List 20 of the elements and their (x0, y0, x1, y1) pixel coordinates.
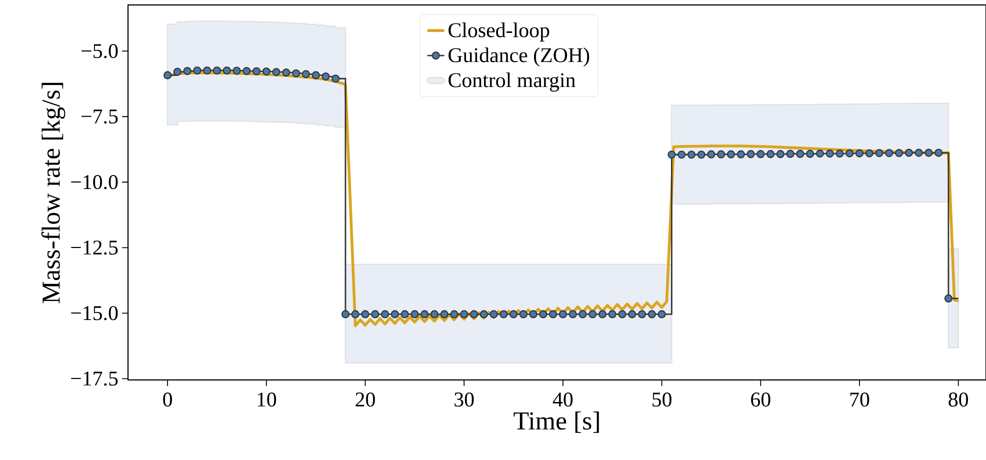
x-tick-label: 60 (751, 392, 770, 407)
legend-label: Guidance (ZOH) (448, 48, 590, 67)
x-tick-label: 70 (850, 392, 870, 407)
y-tick-label: −10.0 (71, 175, 118, 190)
x-tick-label: 80 (948, 392, 968, 407)
legend-label: Closed-loop (448, 22, 550, 42)
y-tick-label: −15.0 (71, 306, 118, 320)
y-tick-label: −7.5 (82, 110, 118, 124)
x-tick-label: 10 (258, 392, 276, 407)
annotation: Control margin (448, 72, 576, 92)
x-tick-label: 20 (356, 392, 375, 407)
x-tick-label: 50 (652, 392, 672, 407)
y-tick-label: −12.5 (71, 240, 118, 255)
y-tick-label: −17.5 (71, 372, 118, 386)
x-tick-label: 40 (552, 392, 573, 407)
y-tick-label: −5.0 (82, 44, 118, 58)
y-axis-title: Mass-flow rate [kg/s] (41, 82, 66, 304)
x-tick-label: 0 (163, 392, 172, 407)
x-tick-label: 30 (454, 392, 474, 407)
x-axis-title: Time [s] (514, 411, 599, 433)
